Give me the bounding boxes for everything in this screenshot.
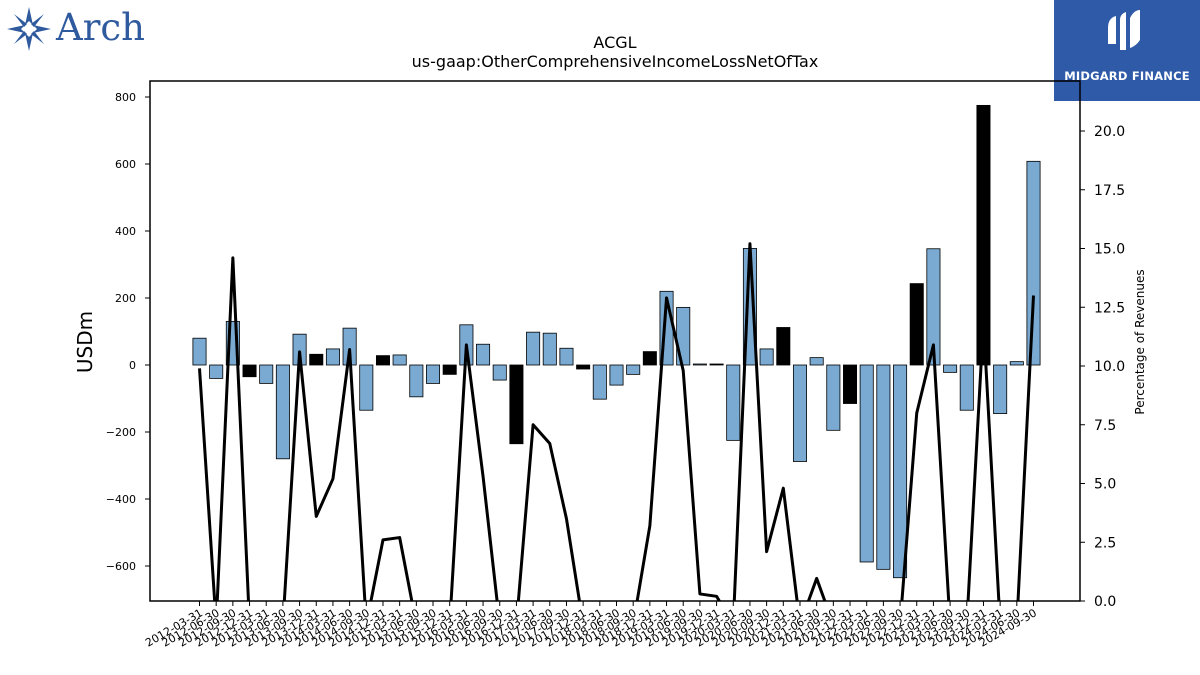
y-tick-label: 600: [115, 158, 136, 171]
bar-2017-03-31: [526, 331, 541, 366]
bar-2015-06-30: [409, 364, 424, 398]
y-tick-label: −400: [106, 493, 136, 506]
midgard-finance-logo: MIDGARD FINANCE: [1054, 0, 1200, 101]
bar-2020-09-30: [759, 348, 774, 366]
midgard-emblem-icon: [1108, 10, 1140, 50]
bar-2018-03-31: [592, 364, 607, 400]
bar-2020-12-31: [776, 327, 791, 366]
bar-2019-09-30: [692, 363, 707, 366]
bars: [192, 104, 1041, 579]
bar-2020-03-31: [726, 364, 741, 441]
plot-frame: [149, 80, 1081, 602]
percentage-line-path: [198, 242, 1035, 601]
bar-2023-09-30: [959, 364, 974, 411]
bar-2012-03-31: [192, 337, 207, 366]
y-tick-label: −200: [106, 426, 136, 439]
bar-2012-06-30: [209, 364, 224, 379]
bar-2023-06-30: [943, 364, 958, 373]
arch-star-icon: [7, 7, 51, 51]
bar-2014-09-30: [359, 364, 374, 411]
bar-2022-06-30: [876, 364, 891, 570]
bar-2024-09-30: [1026, 160, 1041, 366]
y-axis-label: USDm: [73, 311, 97, 373]
percentage-line: [198, 242, 1035, 601]
bar-2014-12-31: [375, 355, 390, 366]
bar-2024-03-31: [993, 364, 1008, 414]
y2-tick-label: 15.0: [1094, 242, 1125, 258]
y2-tick-label: 7.5: [1094, 418, 1116, 434]
bar-2017-09-30: [559, 347, 574, 366]
axes: −600 −400 −200 0 200 400 600 800 0.0 2.5 5.0 7.5 10.…: [106, 80, 1125, 650]
y-tick-label: 400: [115, 225, 136, 238]
bar-2022-03-31: [859, 364, 874, 563]
y2-tick-label: 0.0: [1094, 594, 1116, 610]
bar-2015-03-31: [392, 354, 407, 366]
bar-2015-09-30: [426, 364, 441, 384]
y-tick-label: 0: [129, 359, 136, 372]
bar-2023-12-31: [976, 104, 991, 366]
y-tick-label: 200: [115, 292, 136, 305]
bar-2017-12-31: [576, 364, 591, 370]
bar-2018-06-30: [609, 364, 624, 386]
bar-2013-03-31: [259, 364, 274, 384]
y2-tick-label: 2.5: [1094, 535, 1116, 551]
bar-2012-12-31: [242, 364, 257, 378]
bar-2021-09-30: [826, 364, 841, 431]
bar-2013-06-30: [275, 364, 290, 460]
y2-axis-label: Percentage of Revenues: [1133, 269, 1147, 414]
bar-2016-09-30: [492, 364, 507, 381]
bar-2021-12-31: [843, 364, 858, 404]
bar-2014-03-31: [325, 348, 340, 366]
arch-logo-text: Arch: [56, 6, 145, 49]
y2-tick-label: 5.0: [1094, 477, 1116, 493]
bar-2018-12-31: [642, 351, 657, 366]
y2-tick-label: 17.5: [1094, 183, 1125, 199]
bar-2013-12-31: [309, 353, 324, 366]
bar-2019-12-31: [709, 363, 724, 366]
bar-2021-06-30: [809, 357, 824, 366]
y-tick-label: −600: [106, 560, 136, 573]
chart-subtitle: us-gaap:OtherComprehensiveIncomeLossNetO…: [412, 52, 819, 71]
bar-2018-09-30: [626, 364, 641, 375]
bar-2015-12-31: [442, 364, 457, 375]
chart-title: ACGL: [593, 33, 636, 52]
bar-2016-06-30: [476, 343, 491, 366]
y2-tick-label: 10.0: [1094, 359, 1125, 375]
bar-2021-03-31: [792, 364, 807, 462]
y2-tick-label: 20.0: [1094, 124, 1125, 140]
bar-2022-09-30: [893, 364, 908, 579]
midgard-logo-text: MIDGARD FINANCE: [1064, 69, 1190, 83]
bar-2017-06-30: [542, 332, 557, 366]
y2-tick-label: 12.5: [1094, 300, 1125, 316]
bar-2022-12-31: [909, 283, 924, 366]
bar-2016-12-31: [509, 364, 524, 445]
bar-2024-06-30: [1009, 361, 1024, 366]
y-tick-label: 800: [115, 91, 136, 104]
arch-logo: Arch: [4, 4, 145, 56]
